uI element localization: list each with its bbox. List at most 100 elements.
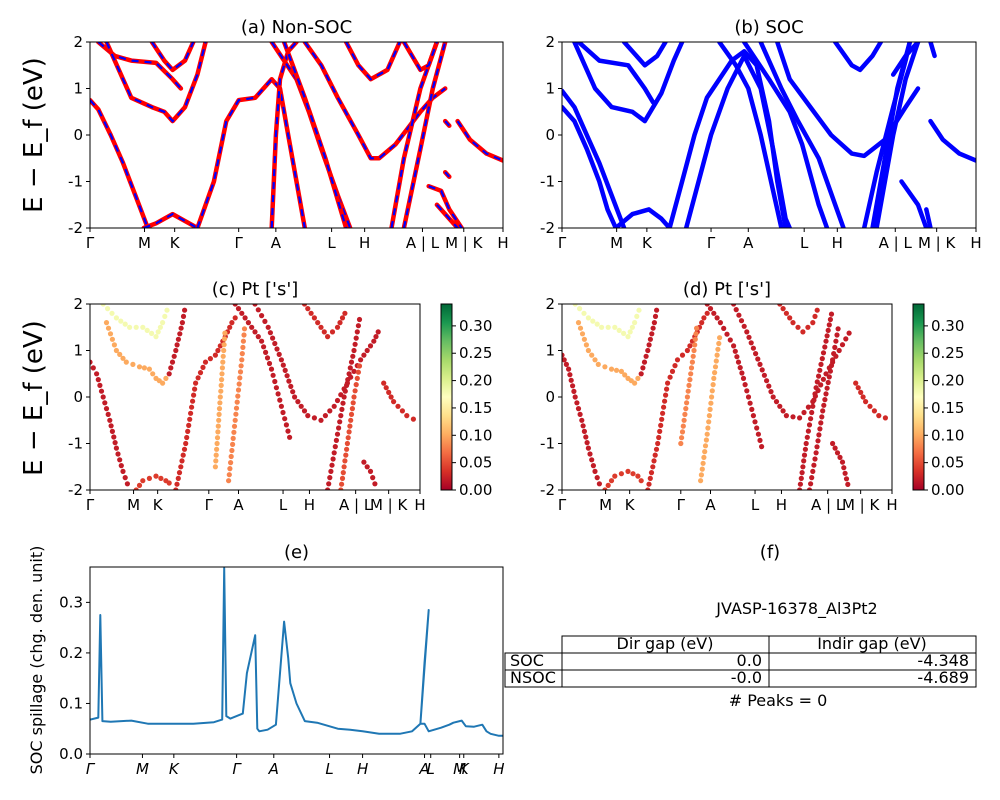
panel-d-point: [817, 367, 823, 373]
panel-d-point: [860, 394, 866, 400]
panel-c-point: [259, 338, 265, 344]
material-id: JVASP-16378_Al3Pt2: [715, 599, 877, 619]
panel-c-point: [345, 377, 351, 383]
panel-c-point: [381, 380, 387, 386]
panel-d-point: [871, 408, 878, 414]
panel-d-point: [563, 361, 570, 367]
panel-d-point: [882, 415, 889, 421]
panel-c-point: [239, 310, 245, 316]
panel-c-point: [331, 450, 337, 456]
panel-a-band-10-overlay: [345, 42, 401, 81]
panel-a-band-15-overlay: [436, 204, 459, 228]
panel-c-point: [215, 429, 221, 435]
panel-c-point: [292, 394, 298, 400]
panel-d-point: [815, 438, 821, 444]
panel-e-title: (e): [284, 542, 309, 563]
panel-d-point: [876, 413, 882, 419]
panel-b-band-18: [924, 207, 933, 228]
panel-d-point: [757, 361, 763, 367]
panel-d-point: [819, 356, 825, 362]
panel-d-colorbar-label: 0.25: [931, 344, 964, 362]
panel-d-point: [795, 324, 801, 330]
panel-c-point: [383, 385, 389, 391]
panel-b-ytick-label: 0: [545, 126, 555, 144]
panel-d-point: [744, 329, 750, 335]
panel-c-point: [214, 440, 220, 447]
panel-d-point: [650, 464, 656, 470]
panel-b-band-14: [870, 42, 913, 228]
panel-b-band-2: [576, 42, 656, 105]
panel-d-point: [711, 310, 717, 316]
panel-a-xtick-label: M: [138, 234, 151, 252]
panel-c-point: [231, 423, 238, 429]
panel-d-point: [748, 340, 754, 346]
panel-d-point: [702, 449, 708, 455]
panel-d-point: [692, 342, 698, 348]
panel-d-point: [823, 371, 829, 377]
panel-a-xtick-label: K: [170, 234, 181, 252]
panel-c-point: [189, 404, 195, 410]
panel-d-point: [755, 356, 761, 362]
panel-d-point: [822, 344, 828, 350]
panel-d-point: [818, 382, 824, 388]
panel-c-point: [268, 366, 275, 372]
table-row-nsoc-indir: -4.689: [917, 668, 969, 687]
panel-d-point: [830, 440, 836, 447]
panel-c-point: [111, 434, 117, 440]
panel-c-title: (c) Pt ['s']: [212, 279, 299, 300]
panel-d-point: [841, 465, 847, 471]
panel-c-point: [217, 394, 223, 400]
panel-e-xtick-label: A: [418, 760, 429, 778]
panel-d-point: [802, 446, 809, 452]
panel-a-band-12-overlay: [402, 42, 447, 228]
panel-d-point: [605, 324, 611, 330]
panel-a-band-0: [90, 97, 151, 228]
panel-c-point: [175, 336, 181, 342]
panel-c-point: [228, 460, 234, 466]
panel-c-point: [332, 444, 338, 450]
panel-d-point: [799, 470, 805, 476]
panel-c-point: [337, 320, 343, 326]
panel-d-point: [701, 454, 707, 460]
panel-c-point: [214, 435, 221, 441]
panel-c-point: [219, 377, 225, 383]
panel-d-point: [618, 471, 625, 477]
panel-c-point: [341, 464, 347, 470]
panel-c-point: [328, 468, 334, 474]
panel-d-point: [809, 475, 815, 481]
panel-d-point: [716, 340, 722, 347]
panel-d-point: [638, 478, 644, 484]
panel-d-point: [592, 468, 598, 474]
panel-c-point: [141, 365, 147, 371]
panel-c-point: [351, 368, 357, 374]
panel-d-point: [698, 478, 704, 484]
panel-c-point: [311, 415, 317, 421]
panel-d-point: [661, 404, 667, 410]
panel-a-band-13: [401, 42, 440, 73]
panel-d-colorbar-label: 0.15: [931, 399, 964, 417]
panel-d-point: [800, 464, 806, 470]
panel-d-point: [632, 380, 638, 386]
panel-c-point: [342, 388, 348, 394]
panel-c-point: [326, 481, 332, 487]
panel-c-point: [280, 362, 286, 368]
panel-d-point: [643, 353, 649, 359]
panel-d-point: [585, 315, 592, 321]
panel-d-point: [687, 377, 693, 383]
panel-c-point: [226, 478, 232, 484]
panel-d-point: [717, 335, 723, 341]
panel-e-ytick-label: 0.1: [59, 694, 83, 712]
panel-d-point: [715, 346, 721, 352]
panel-d-point: [636, 307, 642, 313]
panel-d-point: [820, 408, 826, 414]
panel-c-point: [334, 324, 341, 330]
panel-c-colorbar-label: 0.05: [459, 454, 492, 472]
panel-d-point: [830, 357, 836, 363]
panel-c-point: [245, 320, 251, 326]
panel-d-point: [713, 358, 719, 364]
panel-d-point: [708, 400, 714, 406]
panel-c-point: [232, 417, 238, 423]
panel-c-point: [219, 371, 225, 377]
panel-d-point: [627, 329, 633, 335]
